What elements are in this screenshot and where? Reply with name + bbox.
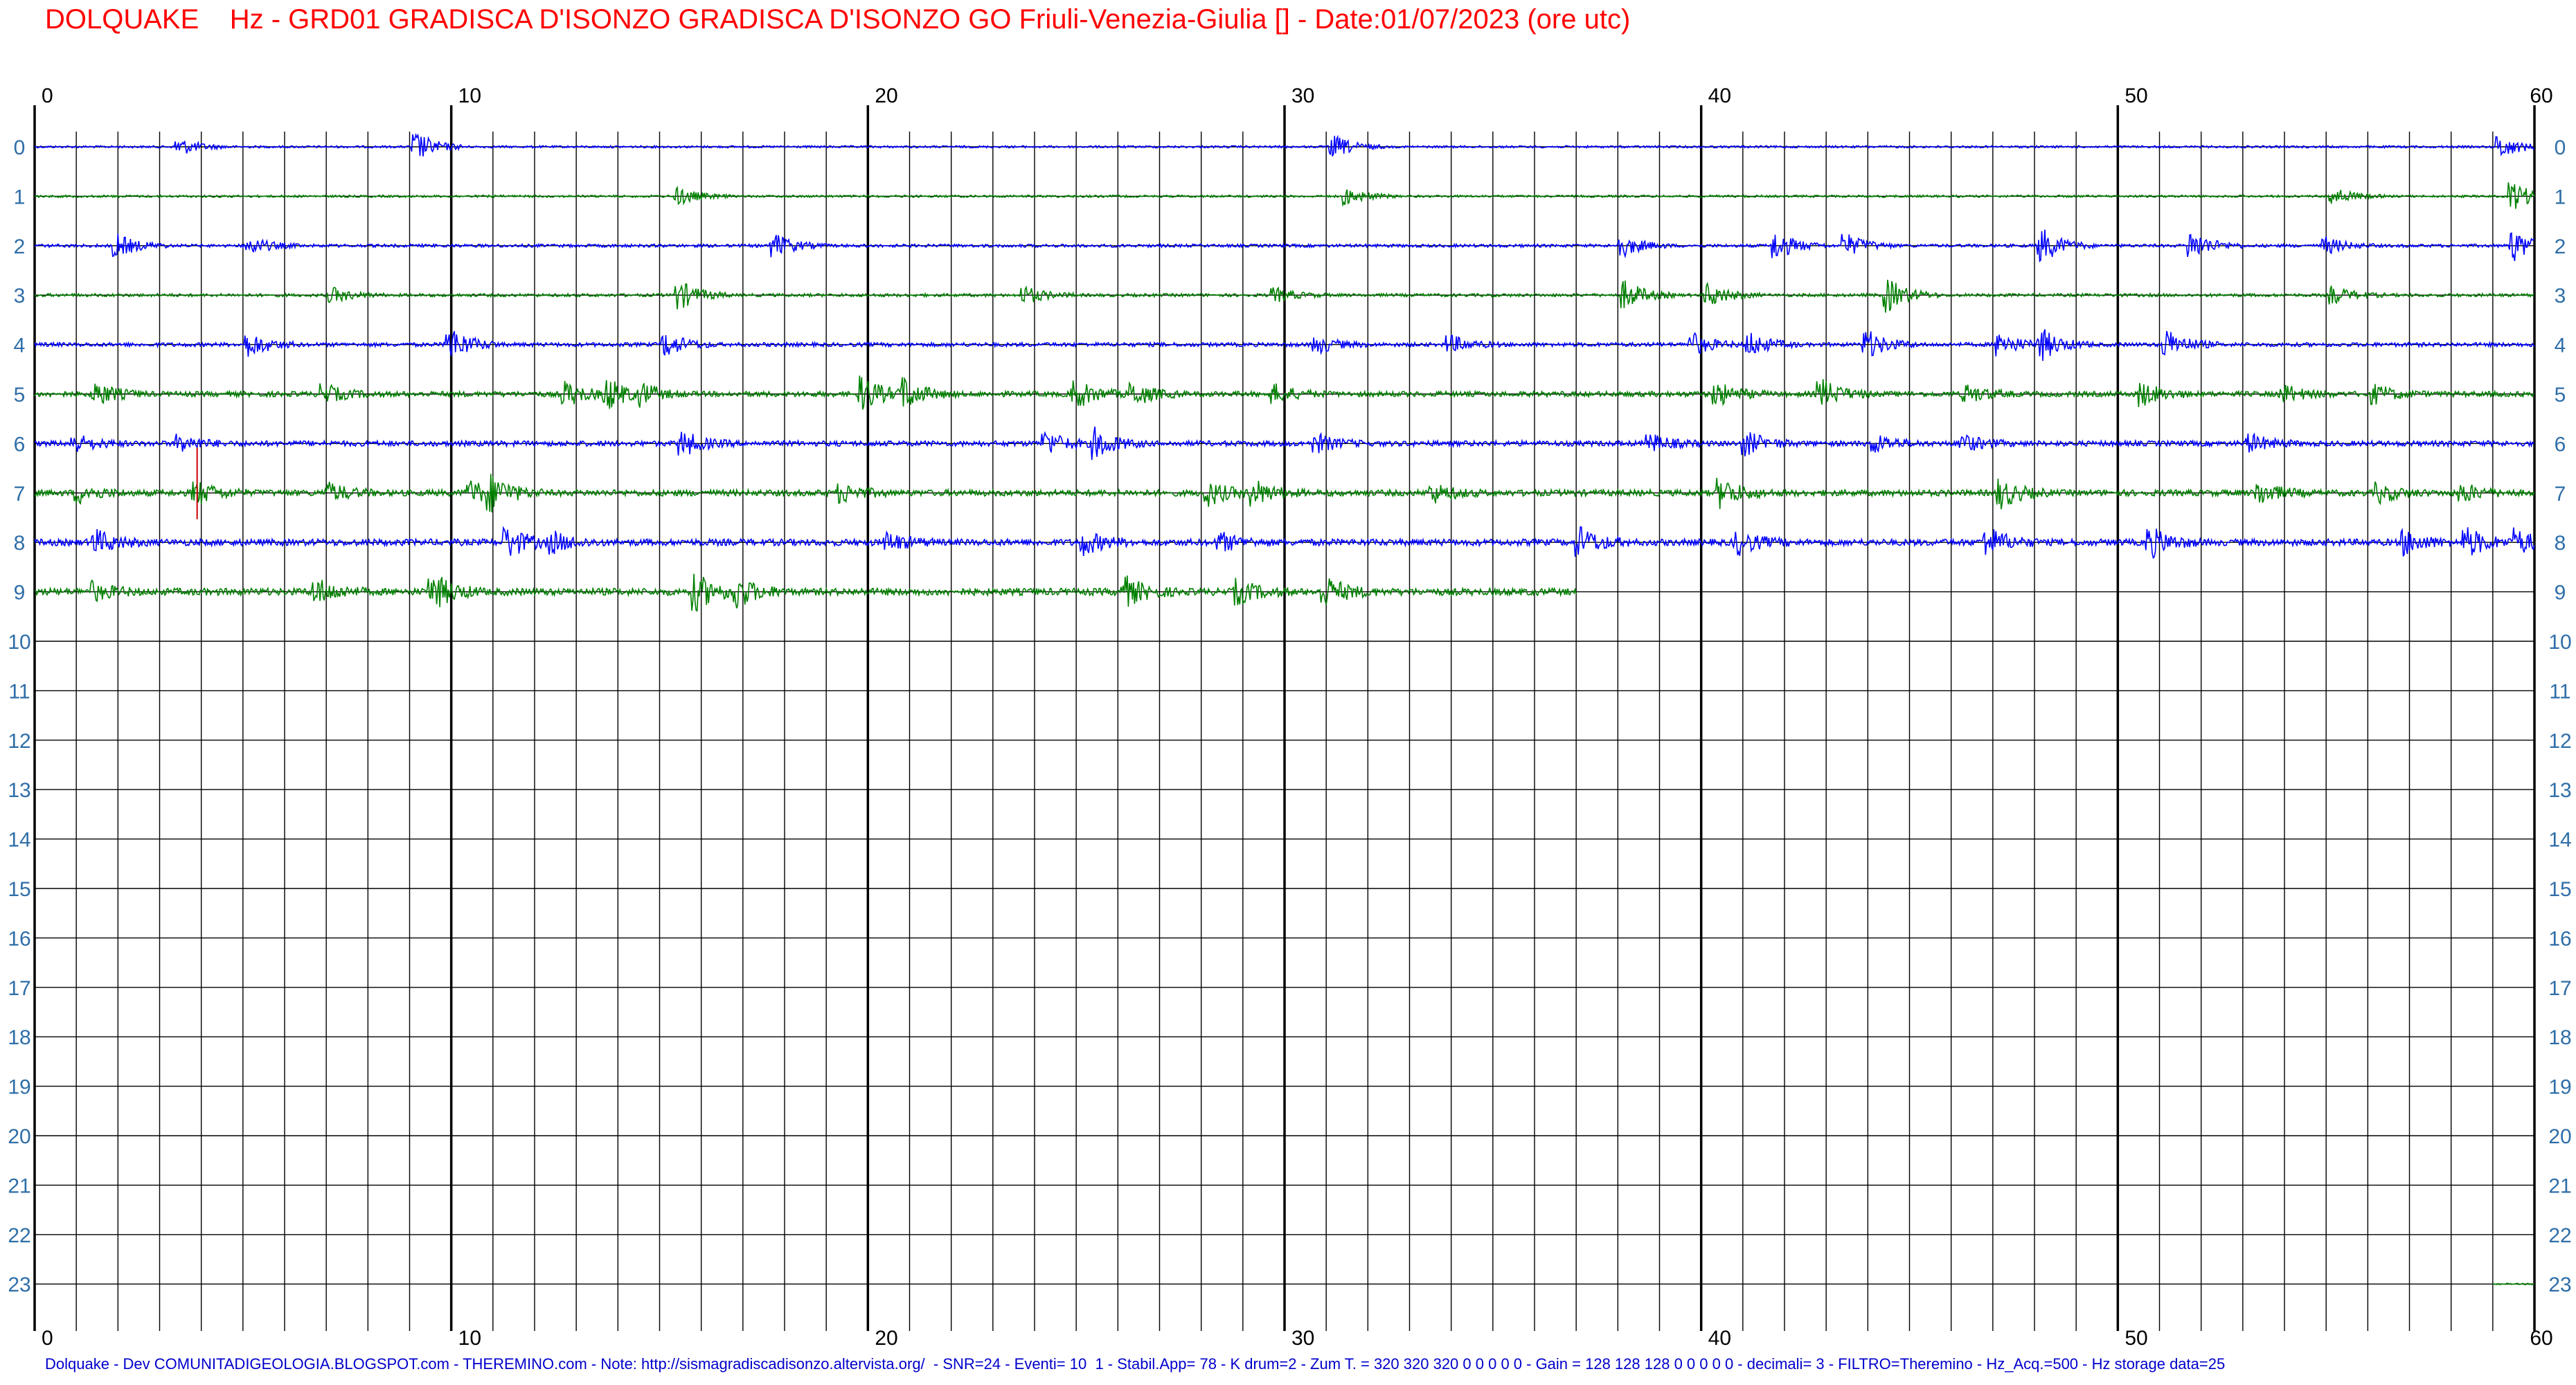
x-tick-label-bottom: 50 [2125,1327,2147,1350]
row-label-right: 4 [2555,334,2566,357]
row-label-left: 12 [8,730,30,753]
row-label-left: 2 [14,235,26,258]
trace-hour-23 [2492,1283,2535,1286]
x-tick-label-top: 20 [875,84,897,107]
x-tick-label-top: 60 [2530,84,2552,107]
x-tick-label-top: 0 [42,84,53,107]
row-label-left: 3 [14,285,26,307]
row-label-right: 7 [2555,483,2566,506]
row-label-right: 23 [2548,1274,2571,1296]
row-label-right: 20 [2548,1125,2571,1148]
row-label-right: 14 [2548,829,2571,852]
row-label-right: 15 [2548,878,2571,901]
row-label-left: 16 [8,927,30,950]
footer-info: Dolquake - Dev COMUNITADIGEOLOGIA.BLOGSP… [45,1355,2226,1373]
x-tick-label-bottom: 60 [2530,1327,2552,1350]
row-label-right: 10 [2548,631,2571,654]
row-label-right: 8 [2555,532,2566,555]
row-label-left: 21 [8,1174,30,1197]
trace-hour-1 [34,182,2535,209]
trace-hour-5 [34,375,2535,410]
trace-hour-3 [34,279,2534,313]
row-label-right: 6 [2555,433,2566,456]
row-label-right: 0 [2555,136,2566,159]
row-label-left: 22 [8,1224,30,1247]
trace-hour-0 [34,132,2535,157]
row-label-left: 13 [8,779,30,802]
row-label-left: 11 [8,680,30,703]
row-label-left: 4 [14,334,26,357]
row-label-left: 19 [8,1076,30,1099]
row-label-left: 14 [8,829,30,852]
x-tick-label-bottom: 40 [1708,1327,1731,1350]
x-tick-label-top: 50 [2125,84,2147,107]
x-tick-label-top: 10 [458,84,481,107]
x-tick-label-bottom: 0 [42,1327,53,1350]
row-label-right: 11 [2549,680,2570,703]
row-label-right: 5 [2555,384,2566,406]
row-label-right: 22 [2548,1224,2571,1247]
row-label-right: 13 [2548,779,2571,802]
row-label-left: 8 [14,532,26,555]
trace-hour-4 [34,329,2535,361]
row-label-left: 7 [14,483,26,506]
row-label-right: 21 [2548,1174,2571,1197]
row-label-left: 10 [8,631,30,654]
row-label-right: 17 [2548,977,2571,1000]
trace-hour-2 [34,229,2535,263]
row-label-left: 15 [8,878,30,901]
x-tick-label-bottom: 20 [875,1327,897,1350]
trace-hour-8 [34,526,2535,560]
x-tick-label-top: 30 [1291,84,1314,107]
trace-hour-7 [34,474,2535,512]
x-tick-label-bottom: 10 [458,1327,481,1350]
row-label-right: 16 [2548,927,2571,950]
row-label-left: 9 [14,582,26,605]
row-label-left: 1 [14,186,26,208]
row-label-left: 17 [8,977,30,1000]
row-label-left: 5 [14,384,26,406]
row-label-left: 23 [8,1274,30,1296]
row-label-left: 0 [14,136,26,159]
row-label-right: 18 [2548,1026,2571,1049]
row-label-right: 9 [2555,582,2566,605]
chart-title: DOLQUAKE Hz - GRD01 GRADISCA D'ISONZO GR… [45,4,1631,35]
row-label-left: 18 [8,1026,30,1049]
row-label-right: 1 [2555,186,2566,208]
x-tick-label-bottom: 30 [1291,1327,1314,1350]
x-tick-label-top: 40 [1708,84,1731,107]
trace-hour-6 [34,426,2535,461]
row-label-right: 2 [2555,235,2566,258]
trace-hour-9 [34,573,1577,612]
row-label-right: 12 [2548,730,2571,753]
row-label-right: 3 [2555,285,2566,307]
row-label-right: 19 [2548,1076,2571,1099]
row-label-left: 6 [14,433,26,456]
row-label-left: 20 [8,1125,30,1148]
